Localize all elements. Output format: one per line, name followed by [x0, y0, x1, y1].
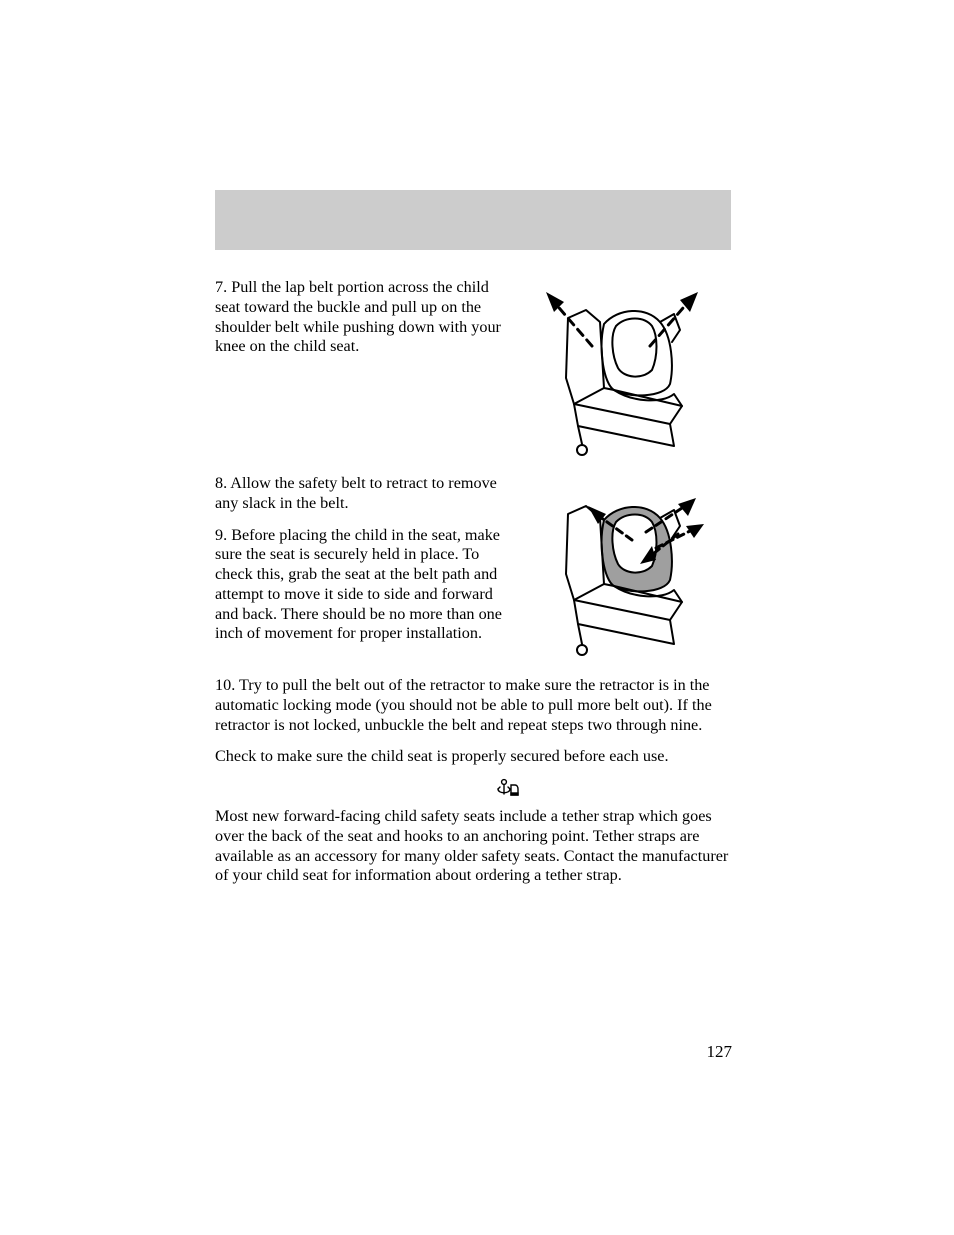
step-8-text: 8. Allow the safety belt to retract to r…: [215, 474, 503, 514]
manual-page: 7. Pull the lap belt portion across the …: [0, 0, 954, 1235]
step-9-text: 9. Before placing the child in the seat,…: [215, 526, 503, 645]
figure-1: [513, 278, 731, 460]
step-8-9-row: 8. Allow the safety belt to retract to r…: [215, 474, 731, 662]
header-band: [215, 190, 731, 250]
step-7-text: 7. Pull the lap belt portion across the …: [215, 278, 513, 357]
step-8-9-textcol: 8. Allow the safety belt to retract to r…: [215, 474, 513, 644]
step-10-text: 10. Try to pull the belt out of the retr…: [215, 676, 731, 735]
tether-heading: [215, 777, 731, 799]
page-content: 7. Pull the lap belt portion across the …: [215, 278, 731, 886]
figure-2: [513, 474, 731, 662]
check-text: Check to make sure the child seat is pro…: [215, 747, 731, 767]
page-number: 127: [707, 1042, 733, 1062]
step-7-row: 7. Pull the lap belt portion across the …: [215, 278, 731, 460]
anchor-icon: [495, 777, 521, 797]
tether-text: Most new forward-facing child safety sea…: [215, 807, 731, 886]
